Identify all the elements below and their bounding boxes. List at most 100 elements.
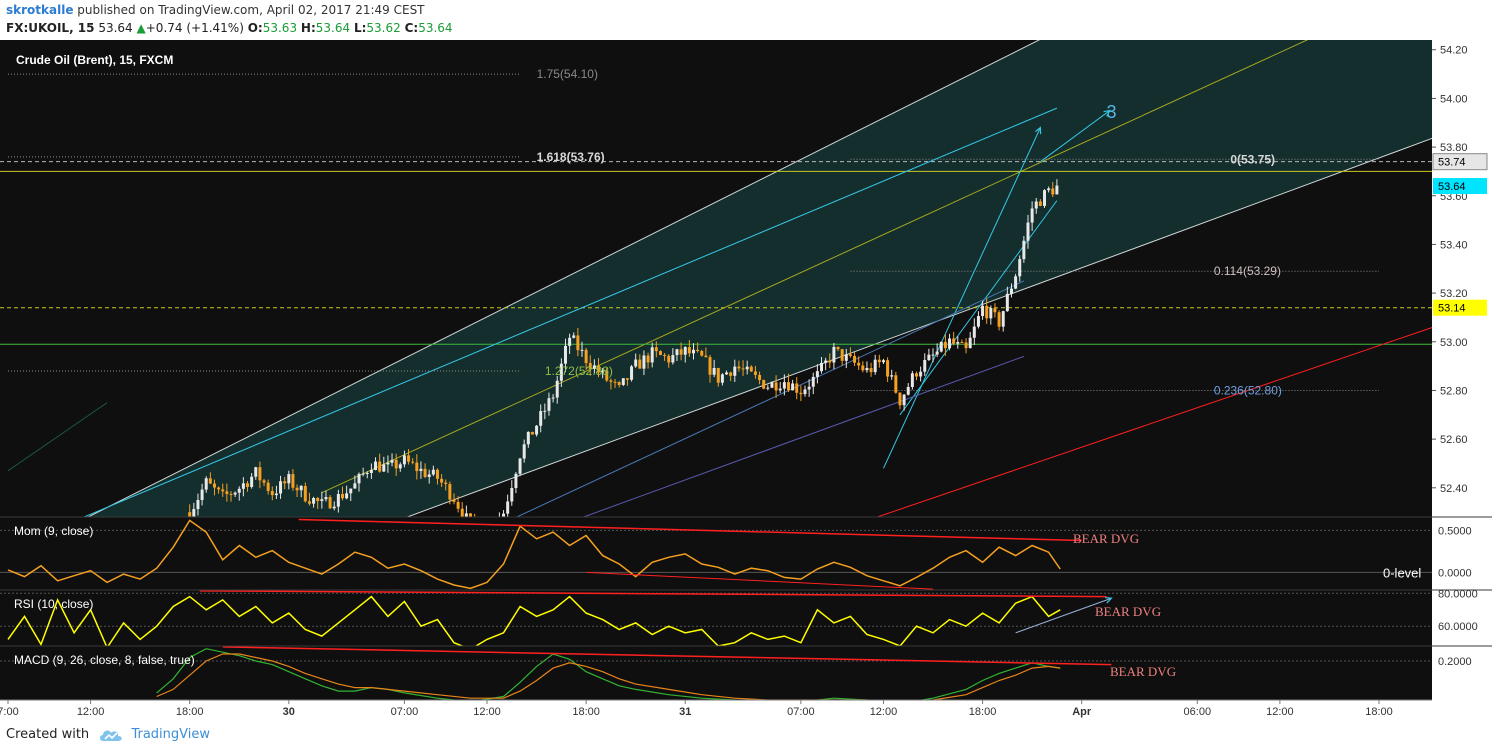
candle-body <box>526 431 530 445</box>
macd-signal-line <box>156 653 1061 700</box>
candle-body <box>543 410 547 412</box>
candle-body <box>914 373 918 377</box>
time-axis-label: 07:00 <box>787 706 815 718</box>
candle-body <box>394 459 398 469</box>
time-axis-label: 18:00 <box>969 706 997 718</box>
candle-body <box>539 411 543 426</box>
time-axis-label: 06:00 <box>1184 706 1212 718</box>
candle-body <box>927 354 931 360</box>
fib-level-label: 1.75(54.10) <box>537 67 598 81</box>
candle-body <box>518 458 522 474</box>
candle-body <box>555 380 559 398</box>
candle-body <box>881 360 885 363</box>
candle-body <box>324 497 328 500</box>
candle-body <box>303 485 307 502</box>
candle-body <box>386 462 390 465</box>
price-axis-label: 52.80 <box>1440 385 1468 397</box>
candle-body <box>225 491 229 494</box>
tradingview-cloud-icon <box>100 730 123 741</box>
candle-body <box>217 487 221 490</box>
macd-pane <box>0 646 1432 700</box>
candle-body <box>332 506 336 509</box>
candle-body <box>435 469 439 479</box>
tradingview-link[interactable]: TradingView <box>131 727 210 742</box>
candle-body <box>683 347 687 355</box>
candle-body <box>291 474 295 488</box>
candle-body <box>910 373 914 387</box>
momentum-divergence-low-line <box>586 571 934 590</box>
pane-axis-label: 80.0000 <box>1438 588 1478 600</box>
candle-body <box>844 354 848 361</box>
candle-body <box>625 378 629 380</box>
price-axis-label: 53.80 <box>1440 142 1468 154</box>
candle-body <box>208 478 212 484</box>
macd-divergence-line <box>222 646 1112 666</box>
candle-body <box>919 371 923 377</box>
author-link[interactable]: skrotkalle <box>6 3 74 17</box>
candle-body <box>1047 188 1051 191</box>
candle-body <box>902 394 906 406</box>
candle-body <box>948 338 952 349</box>
candle-body <box>402 455 406 465</box>
candle-body <box>952 338 956 344</box>
candle-body <box>824 360 828 363</box>
channel-fill <box>88 40 1432 517</box>
up-triangle-icon: ▲ <box>136 21 146 35</box>
candle-body <box>960 342 964 344</box>
candle-body <box>274 493 278 496</box>
high-label: H: <box>300 21 316 35</box>
candle-body <box>361 473 365 475</box>
rsi-name: RSI (10, close) <box>14 597 93 611</box>
momentum-name: Mom (9, close) <box>14 524 93 538</box>
candle-body <box>865 368 869 371</box>
candle-body <box>307 501 311 504</box>
candle-body <box>737 366 741 369</box>
candle-body <box>642 355 646 369</box>
candle-body <box>758 374 762 381</box>
price-axis-label: 54.00 <box>1440 93 1468 105</box>
candle-body <box>452 499 456 502</box>
candle-body <box>506 501 510 514</box>
candle-body <box>720 374 724 383</box>
candle-body <box>320 499 324 502</box>
candle-body <box>568 337 572 346</box>
candle-body <box>312 498 316 504</box>
rsi-trend-arrow <box>1015 598 1112 634</box>
candle-body <box>795 383 799 393</box>
price-tag <box>1432 153 1488 171</box>
candle-body <box>266 482 270 491</box>
time-axis-label: 12:00 <box>473 706 501 718</box>
candle-body <box>382 464 386 472</box>
chart-title: Crude Oil (Brent), 15, FXCM <box>16 53 173 67</box>
momentum-divergence-label: BEAR DVG <box>1073 531 1139 546</box>
candle-body <box>1030 208 1034 223</box>
candle-body <box>943 341 947 349</box>
candle-body <box>853 355 857 363</box>
fib-level-label: 1.272(52.88) <box>545 364 613 378</box>
candle-body <box>423 468 427 477</box>
wave-target-arrow <box>1040 111 1109 163</box>
trend-line <box>899 200 1058 416</box>
pane-axis-label: 60.0000 <box>1438 621 1478 633</box>
time-axis-label: 12:00 <box>870 706 898 718</box>
footer: Created with TradingView <box>6 727 210 742</box>
time-axis-label: 30 <box>283 706 295 718</box>
publish-line: skrotkalle published on TradingView.com,… <box>6 3 425 17</box>
candle-body <box>1009 288 1013 294</box>
candle-body <box>597 365 601 373</box>
candle-body <box>658 351 662 355</box>
candle-body <box>894 375 898 393</box>
candle-body <box>601 370 605 373</box>
candle-body <box>563 345 567 364</box>
candle-body <box>580 349 584 351</box>
candle-body <box>753 371 757 375</box>
candle-body <box>510 488 514 502</box>
candle-body <box>654 347 658 352</box>
candle-body <box>890 375 894 377</box>
candle-body <box>1038 201 1042 206</box>
candle-body <box>609 380 613 382</box>
chart-canvas[interactable]: 1.75(54.10) 1.618(53.76) 1.272(52.88) 0(53.… <box>0 40 1492 720</box>
price-axis-label: 53.20 <box>1440 288 1468 300</box>
candle-body <box>345 493 349 499</box>
candle-body <box>448 484 452 500</box>
